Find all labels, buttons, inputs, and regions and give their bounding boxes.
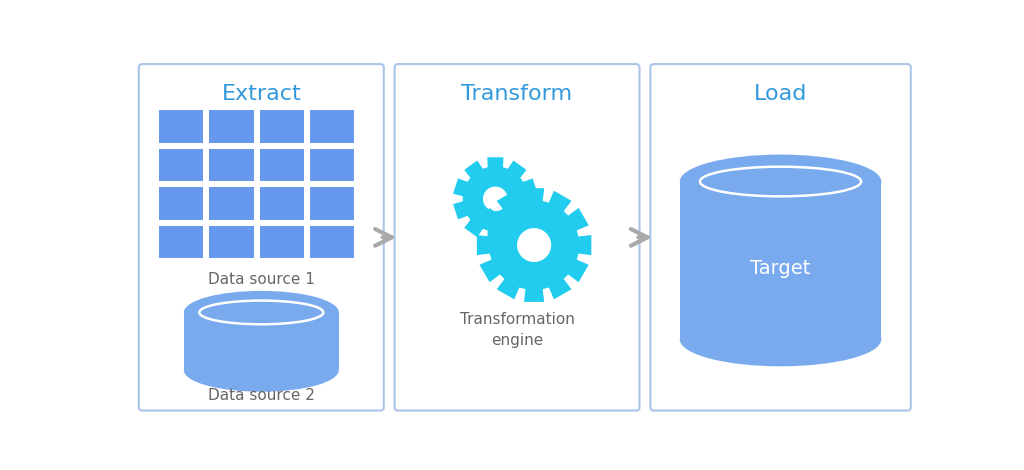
Text: Load: Load <box>754 84 807 104</box>
Ellipse shape <box>183 349 339 392</box>
Bar <box>310 226 354 258</box>
Circle shape <box>517 228 551 262</box>
Bar <box>260 149 304 181</box>
FancyBboxPatch shape <box>650 64 910 411</box>
Text: Transform: Transform <box>462 84 572 104</box>
Bar <box>209 226 254 258</box>
Polygon shape <box>453 157 538 241</box>
Polygon shape <box>477 188 591 302</box>
Text: Extract: Extract <box>221 84 301 104</box>
Bar <box>159 149 203 181</box>
Bar <box>159 110 203 142</box>
Ellipse shape <box>680 313 882 366</box>
Text: Data source 1: Data source 1 <box>208 272 314 287</box>
Ellipse shape <box>183 291 339 334</box>
Bar <box>209 149 254 181</box>
Circle shape <box>489 200 579 290</box>
Bar <box>310 188 354 219</box>
Bar <box>159 188 203 219</box>
FancyBboxPatch shape <box>394 64 640 411</box>
Bar <box>260 110 304 142</box>
Bar <box>310 149 354 181</box>
Bar <box>680 181 882 339</box>
Ellipse shape <box>680 155 882 209</box>
Text: Data source 2: Data source 2 <box>208 388 314 403</box>
Bar <box>159 226 203 258</box>
Text: Target: Target <box>751 258 811 278</box>
Bar <box>310 110 354 142</box>
Bar <box>183 313 339 370</box>
Circle shape <box>483 187 508 211</box>
Text: Transformation
engine: Transformation engine <box>460 312 574 348</box>
Bar <box>209 110 254 142</box>
Bar <box>260 188 304 219</box>
Bar <box>260 226 304 258</box>
Circle shape <box>463 166 528 231</box>
Bar <box>209 188 254 219</box>
FancyBboxPatch shape <box>139 64 384 411</box>
